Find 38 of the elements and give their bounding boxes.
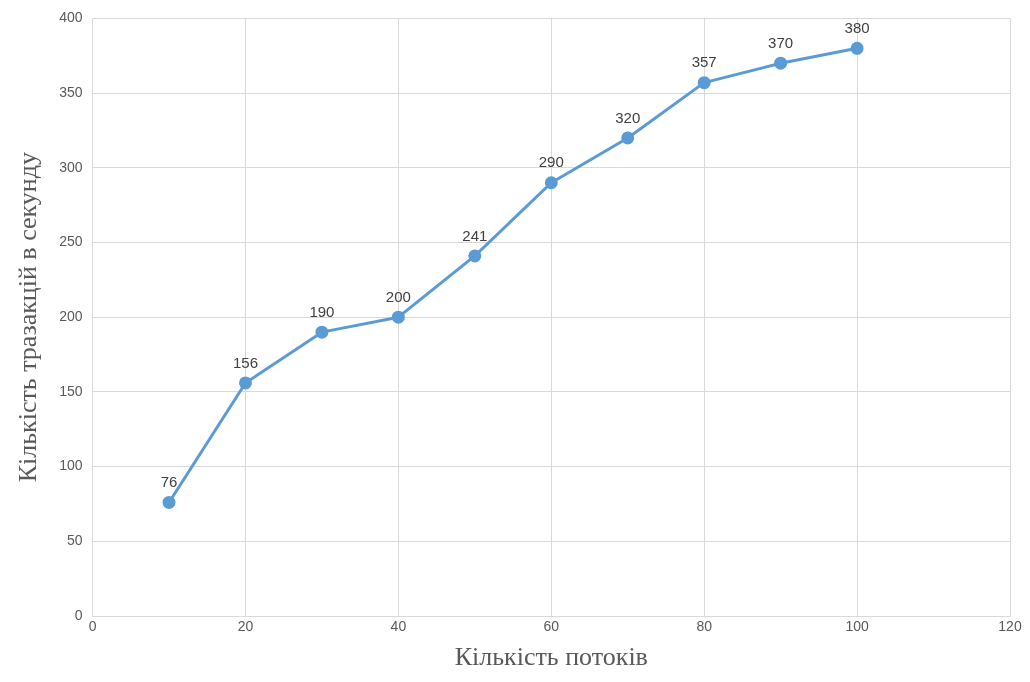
x-tick-label: 0 xyxy=(88,618,97,635)
point xyxy=(697,76,711,90)
x-axis-title: Кількість потоків xyxy=(454,642,648,672)
data-label: 190 xyxy=(309,302,335,320)
x-tick-label: 20 xyxy=(237,618,254,635)
y-tick-label: 350 xyxy=(59,83,83,100)
point xyxy=(621,131,635,145)
point xyxy=(162,495,176,509)
x-tick-label: 60 xyxy=(543,618,560,635)
point xyxy=(238,376,252,390)
x-tick-label: 40 xyxy=(390,618,407,635)
x-tick-label: 80 xyxy=(696,618,713,635)
y-tick-label: 300 xyxy=(59,158,83,175)
y-tick-label: 250 xyxy=(59,233,83,250)
y-tick-label: 0 xyxy=(74,606,83,623)
y-axis-title: Кількість тразакцій в секунду xyxy=(13,152,43,483)
point xyxy=(544,176,558,190)
data-label: 76 xyxy=(160,473,178,491)
data-label: 380 xyxy=(844,18,870,36)
data-label: 290 xyxy=(538,153,564,171)
point xyxy=(774,56,788,70)
y-tick-label: 200 xyxy=(59,308,83,325)
x-tick-label: 120 xyxy=(998,618,1022,635)
y-tick-label: 150 xyxy=(59,382,83,399)
data-label: 200 xyxy=(385,287,411,305)
point xyxy=(850,41,864,55)
y-tick-label: 100 xyxy=(59,457,83,474)
point xyxy=(391,310,405,324)
point xyxy=(315,325,329,339)
data-label: 156 xyxy=(232,353,258,371)
data-label: 357 xyxy=(691,53,717,71)
point xyxy=(468,249,482,263)
x-tick-label: 100 xyxy=(845,618,869,635)
data-label: 320 xyxy=(615,108,641,126)
data-label: 241 xyxy=(462,226,488,244)
y-tick-label: 400 xyxy=(59,9,83,26)
data-label: 370 xyxy=(768,33,794,51)
y-tick-label: 50 xyxy=(66,532,83,549)
